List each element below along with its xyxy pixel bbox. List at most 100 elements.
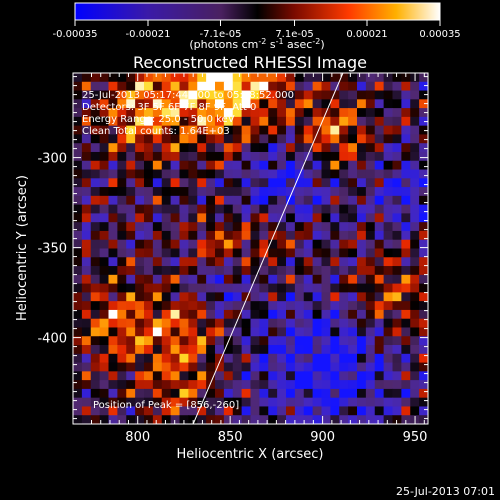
heatmap-cell — [419, 415, 428, 424]
heatmap-cell — [339, 336, 349, 346]
heatmap-cell — [286, 230, 296, 241]
heatmap-cell — [259, 116, 269, 127]
heatmap-cell — [374, 362, 385, 372]
heatmap-cell — [215, 178, 225, 188]
heatmap-cell — [286, 301, 296, 311]
heatmap-cell — [135, 292, 145, 302]
heatmap-cell — [268, 257, 278, 267]
heatmap-cell — [330, 160, 340, 171]
colorbar-tick-label: 0.00035 — [419, 29, 460, 40]
heatmap-cell — [179, 415, 189, 424]
heatmap-cell — [294, 415, 305, 424]
heatmap-cell — [383, 151, 394, 162]
heatmap-cell — [232, 345, 243, 355]
heatmap-cell — [392, 406, 402, 416]
heatmap-cell — [294, 73, 305, 83]
heatmap-cell — [348, 266, 358, 276]
heatmap-cell — [188, 213, 198, 223]
heatmap-cell — [277, 388, 287, 399]
heatmap-cell — [223, 116, 234, 127]
heatmap-cell — [294, 108, 305, 118]
heatmap-cell — [170, 248, 181, 258]
heatmap-cell — [73, 99, 83, 109]
heatmap-cell — [250, 309, 260, 320]
heatmap-cell — [161, 371, 172, 381]
heatmap-cell — [250, 336, 260, 346]
heatmap-cell — [303, 336, 314, 346]
heatmap-cell — [277, 345, 287, 355]
heatmap-cell — [223, 301, 234, 311]
heatmap-cell — [197, 116, 207, 127]
heatmap-cell — [365, 257, 376, 267]
heatmap-cell — [241, 222, 252, 232]
heatmap-cell — [286, 187, 296, 197]
heatmap-cell — [312, 178, 323, 188]
heatmap-cell — [410, 204, 420, 214]
heatmap-cell — [277, 283, 287, 293]
heatmap-cell — [135, 353, 145, 364]
heatmap-cell — [312, 134, 323, 144]
heatmap-cell — [108, 125, 118, 136]
heatmap-cell — [348, 151, 358, 162]
heatmap-cell — [108, 195, 118, 206]
heatmap-cell — [365, 353, 376, 364]
heatmap-cell — [179, 169, 189, 179]
heatmap-cell — [383, 380, 394, 390]
heatmap-cell — [277, 318, 287, 329]
heatmap-cell — [108, 160, 118, 171]
heatmap-cell — [374, 301, 385, 311]
heatmap-cell — [99, 415, 110, 424]
heatmap-cell — [215, 204, 225, 214]
heatmap-cell — [223, 125, 234, 136]
heatmap-cell — [241, 301, 252, 311]
heatmap-cell — [259, 336, 269, 346]
heatmap-cell — [277, 380, 287, 390]
heatmap-cell — [419, 362, 428, 372]
heatmap-cell — [339, 222, 349, 232]
heatmap-cell — [135, 362, 145, 372]
heatmap-cell — [73, 195, 83, 206]
heatmap-cell — [277, 371, 287, 381]
heatmap-cell — [73, 353, 83, 364]
heatmap-cell — [312, 371, 323, 381]
heatmap-cell — [410, 309, 420, 320]
heatmap-cell — [268, 397, 278, 408]
heatmap-cell — [126, 204, 136, 214]
heatmap-cell — [277, 266, 287, 276]
heatmap-cell — [330, 301, 340, 311]
heatmap-cell — [374, 415, 385, 424]
heatmap-cell — [268, 345, 278, 355]
heatmap-cell — [117, 169, 127, 179]
heatmap-cell — [90, 388, 101, 399]
heatmap-cell — [170, 345, 181, 355]
heatmap-cell — [179, 239, 189, 250]
heatmap-cell — [108, 213, 118, 223]
heatmap-cell — [401, 336, 411, 346]
heatmap-cell — [303, 187, 314, 197]
heatmap-cell — [144, 125, 154, 136]
heatmap-cell — [90, 406, 101, 416]
heatmap-cell — [73, 143, 83, 153]
heatmap-cell — [99, 380, 110, 390]
heatmap-cell — [250, 292, 260, 302]
heatmap-cell — [188, 301, 198, 311]
heatmap-cell — [117, 301, 127, 311]
heatmap-cell — [294, 222, 305, 232]
heatmap-cell — [294, 99, 305, 109]
heatmap-cell — [339, 397, 349, 408]
heatmap-cell — [170, 336, 181, 346]
heatmap-cell — [117, 116, 127, 127]
plot-frame — [72, 72, 429, 425]
heatmap-cell — [250, 353, 260, 364]
heatmap-cell — [73, 239, 83, 250]
heatmap-cell — [348, 125, 358, 136]
heatmap-cell — [73, 327, 83, 337]
heatmap-cell — [126, 99, 136, 109]
heatmap-cell — [374, 283, 385, 293]
heatmap-cell — [348, 345, 358, 355]
heatmap-cell — [152, 134, 163, 144]
heatmap-cell — [286, 169, 296, 179]
heatmap-cell — [179, 204, 189, 214]
heatmap-cell — [374, 336, 385, 346]
heatmap-cell — [170, 397, 181, 408]
